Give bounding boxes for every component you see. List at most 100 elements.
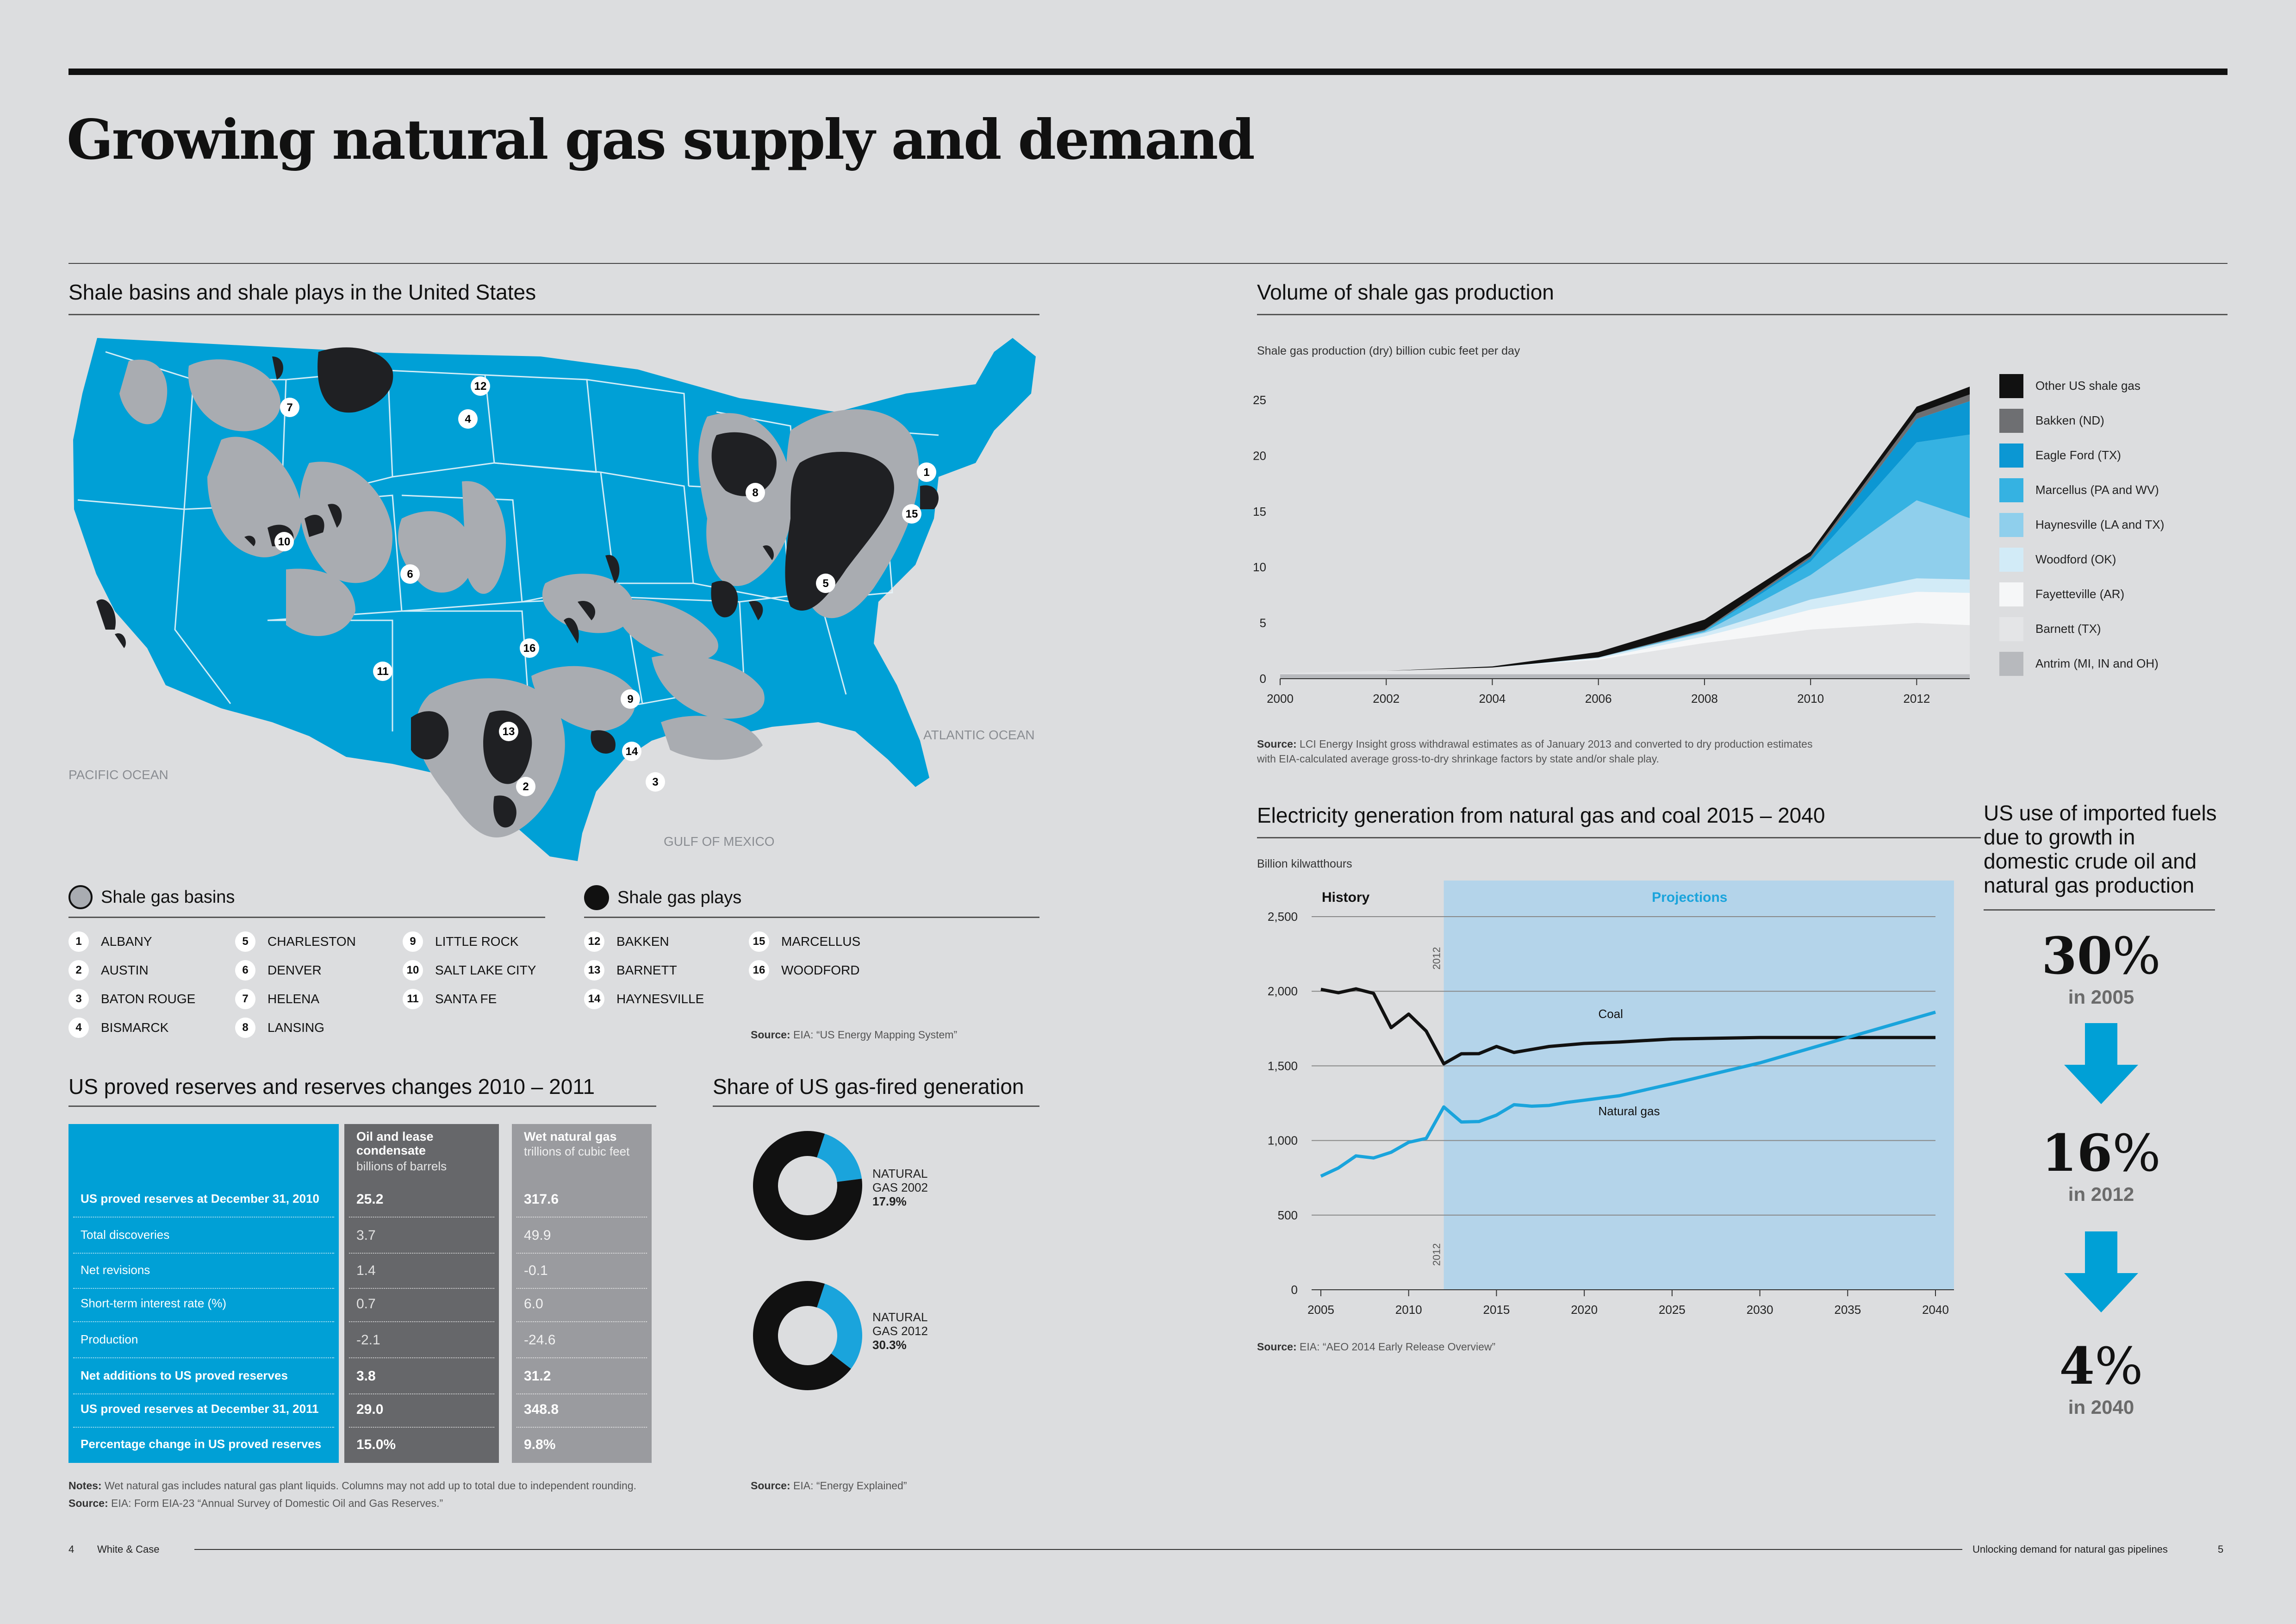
- x-tick-label: 2008: [1691, 692, 1718, 706]
- import-year-2012: in 2012: [2068, 1183, 2134, 1205]
- play-number: 14: [584, 989, 604, 1009]
- footer-rule: [194, 1549, 1962, 1550]
- reserves-source: Source: EIA: Form EIA-23 “Annual Survey …: [68, 1497, 443, 1510]
- basin-number: 2: [68, 960, 89, 981]
- basin-item: 7 HELENA: [235, 989, 319, 1009]
- play-item: 15 MARCELLUS: [749, 931, 860, 952]
- x-tick-label: 2030: [1747, 1303, 1773, 1317]
- footer-right-page: 5: [2218, 1543, 2224, 1555]
- basin-name: LITTLE ROCK: [435, 934, 519, 949]
- play-name: BARNETT: [616, 963, 677, 977]
- basin-name: SALT LAKE CITY: [435, 963, 536, 977]
- map-markers: 1 2 3 4 5 6 7 8 9 10 11 12 13 14 15 16: [274, 376, 936, 796]
- area-haynesville-la-and-tx-: [1280, 500, 1970, 673]
- import-value: 30: [2041, 926, 2113, 986]
- donut-2002-slice-other: [753, 1131, 862, 1240]
- basin-number: 4: [68, 1018, 89, 1038]
- basin-name: CHARLESTON: [268, 934, 356, 949]
- oil-column: [344, 1124, 499, 1463]
- play-number: 15: [749, 931, 769, 952]
- row-divider: [73, 1427, 334, 1428]
- y-tick-label: 0: [1291, 1283, 1298, 1297]
- natural-gas-label: Natural gas: [1598, 1104, 1660, 1118]
- table-row: Percentage change in US proved reserves 1…: [68, 1431, 652, 1457]
- map-source-label: Source:: [751, 1029, 790, 1041]
- shale-volume-title-rule: [1257, 314, 2228, 315]
- x-tick-label: 2012: [1903, 692, 1930, 706]
- row-gas-value: 6.0: [524, 1296, 543, 1312]
- svg-text:7: 7: [286, 401, 292, 414]
- svg-text:12: 12: [474, 380, 487, 393]
- svg-text:14: 14: [626, 745, 638, 758]
- electricity-title: Electricity generation from natural gas …: [1257, 803, 1825, 827]
- electricity-ylabel: Billion kilwatthours: [1257, 857, 1352, 870]
- reserves-notes: Notes: Wet natural gas includes natural …: [68, 1480, 636, 1492]
- y-tick-label: 500: [1278, 1208, 1298, 1222]
- row-gas-value: 9.8%: [524, 1437, 556, 1452]
- y-tick-label: 5: [1260, 616, 1266, 630]
- map-title-rule: [68, 314, 1039, 315]
- x-tick-label: 2040: [1922, 1303, 1949, 1317]
- projection-year-marker: 2012: [1431, 947, 1443, 970]
- map-marker: 11: [373, 662, 392, 681]
- row-oil-value: 25.2: [356, 1192, 384, 1207]
- row-divider: [349, 1253, 494, 1254]
- shale-volume-source: Source: LCI Energy Insight gross withdra…: [1257, 738, 1812, 750]
- svg-text:16: 16: [523, 642, 536, 655]
- import-unit: %: [2112, 926, 2161, 986]
- area-marcellus-pa-and-wv-: [1280, 434, 1970, 673]
- y-tick-label: 2,000: [1268, 984, 1298, 998]
- gas-column: [512, 1124, 652, 1463]
- x-tick-label: 2020: [1571, 1303, 1598, 1317]
- svg-text:3: 3: [652, 776, 658, 788]
- area-fayetteville-ar-: [1280, 592, 1970, 673]
- y-tick-label: 1,000: [1268, 1134, 1298, 1148]
- donut-2012-slice-other: [753, 1281, 851, 1390]
- row-oil-value: 29.0: [356, 1402, 384, 1417]
- donut-2002-slice-gas: [817, 1133, 862, 1182]
- legend-swatch: [1999, 652, 2023, 676]
- row-divider: [349, 1427, 494, 1428]
- imports-title-rule: [1984, 909, 2215, 911]
- legend-swatch: [1999, 513, 2023, 537]
- projection-year-marker: 2012: [1431, 1243, 1443, 1266]
- svg-text:2: 2: [523, 781, 529, 793]
- play-number: 16: [749, 960, 769, 981]
- electricity-title-rule: [1257, 837, 1981, 838]
- svg-text:4: 4: [465, 413, 471, 425]
- basin-name: DENVER: [268, 963, 322, 977]
- donut-2012-line2: GAS 2012: [872, 1324, 928, 1338]
- shale-source-line1: LCI Energy Insight gross withdrawal esti…: [1300, 738, 1813, 750]
- play-name: HAYNESVILLE: [616, 992, 704, 1006]
- import-pct-2012: 16%: [2009, 1123, 2194, 1183]
- import-unit: %: [2112, 1124, 2161, 1183]
- row-divider: [516, 1393, 647, 1394]
- row-divider: [73, 1253, 334, 1254]
- basin-item: 5 CHARLESTON: [235, 931, 356, 952]
- row-gas-value: 348.8: [524, 1402, 559, 1417]
- play-number: 12: [584, 931, 604, 952]
- basin-item: 4 BISMARCK: [68, 1018, 168, 1038]
- donut-2012-pct: 30.3%: [872, 1338, 907, 1352]
- row-label: Net revisions: [81, 1263, 150, 1277]
- plays-legend: Shale gas plays: [584, 885, 741, 910]
- basin-name: BISMARCK: [101, 1020, 169, 1035]
- basin-item: 3 BATON ROUGE: [68, 989, 195, 1009]
- basin-item: 10 SALT LAKE CITY: [403, 960, 536, 981]
- basins-legend-rule: [68, 917, 545, 918]
- row-oil-value: 3.7: [356, 1228, 376, 1243]
- play-swatch-icon: [584, 885, 609, 910]
- share-title: Share of US gas-fired generation: [713, 1074, 1024, 1099]
- row-divider: [516, 1288, 647, 1289]
- legend-swatch: [1999, 548, 2023, 572]
- top-rule: [68, 69, 2228, 75]
- legend-label: Marcellus (PA and WV): [2035, 483, 2159, 497]
- play-item: 13 BARNETT: [584, 960, 677, 981]
- shale-source-label: Source:: [1257, 738, 1297, 750]
- play-item: 12 BAKKEN: [584, 931, 669, 952]
- table-row: Short-term interest rate (%) 0.7 6.0: [68, 1291, 652, 1322]
- share-source: Source: EIA: “Energy Explained”: [751, 1480, 907, 1492]
- row-divider: [73, 1357, 334, 1358]
- footer-left-page: 4: [68, 1543, 75, 1555]
- imports-title: US use of imported fuels due to growth i…: [1984, 801, 2217, 897]
